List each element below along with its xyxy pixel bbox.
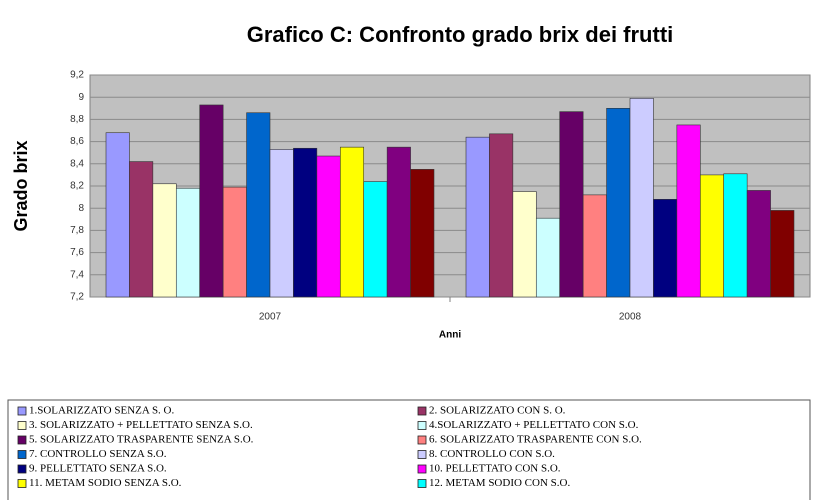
bar bbox=[512, 191, 537, 298]
legend-label: 3. SOLARIZZATO + PELLETTATO SENZA S.O. bbox=[29, 419, 253, 431]
legend-box bbox=[7, 399, 811, 500]
legend-label: 7. CONTROLLO SENZA S.O. bbox=[29, 448, 167, 460]
bar bbox=[746, 190, 771, 298]
bar bbox=[293, 147, 318, 298]
y-tick-label: 8 bbox=[78, 203, 84, 214]
legend-swatch bbox=[417, 464, 427, 474]
x-axis-label: Anni bbox=[439, 330, 461, 341]
y-tick-label: 7,8 bbox=[70, 225, 84, 236]
y-tick-label: 8,8 bbox=[70, 114, 84, 125]
legend-swatch bbox=[17, 406, 27, 416]
bar bbox=[410, 169, 435, 298]
y-tick-label: 9 bbox=[78, 92, 84, 103]
legend-swatch bbox=[417, 479, 427, 488]
legend-swatch bbox=[17, 479, 27, 488]
bar bbox=[770, 210, 795, 298]
legend-label: 12. METAM SODIO CON S.O. bbox=[429, 477, 570, 489]
bar bbox=[723, 173, 748, 298]
bar bbox=[653, 199, 678, 298]
bar bbox=[676, 124, 701, 298]
bar bbox=[535, 217, 561, 298]
y-axis-label: Grado brix bbox=[11, 140, 31, 231]
bar bbox=[629, 98, 654, 298]
bar bbox=[489, 133, 514, 298]
bar bbox=[316, 155, 341, 298]
bar bbox=[465, 136, 490, 298]
chart-title: Grafico C: Confronto grado brix dei frut… bbox=[247, 22, 674, 47]
bar bbox=[152, 183, 177, 298]
legend-swatch bbox=[17, 464, 27, 474]
legend-label: 2. SOLARIZZATO CON S. O. bbox=[429, 405, 566, 417]
y-tick-label: 7,4 bbox=[70, 269, 84, 280]
legend-label: 4.SOLARIZZATO + PELLETTATO CON S.O. bbox=[429, 419, 639, 431]
y-tick-label: 7,2 bbox=[70, 292, 84, 303]
legend-swatch bbox=[417, 421, 427, 430]
legend-swatch bbox=[417, 435, 427, 445]
legend-swatch bbox=[17, 435, 27, 445]
x-tick-label: 2007 bbox=[259, 312, 282, 323]
legend-label: 8. CONTROLLO CON S.O. bbox=[429, 448, 555, 460]
y-tick-label: 8,2 bbox=[70, 181, 84, 192]
legend-label: 10. PELLETTATO CON S.O. bbox=[429, 463, 561, 475]
legend-swatch bbox=[417, 406, 427, 416]
y-tick-label: 9,2 bbox=[70, 70, 84, 81]
legend-label: 6. SOLARIZZATO TRASPARENTE CON S.O. bbox=[429, 434, 642, 446]
bar bbox=[699, 174, 725, 298]
bar bbox=[175, 187, 201, 298]
legend-swatch bbox=[17, 421, 27, 430]
y-tick-label: 8,6 bbox=[70, 136, 84, 147]
legend-label: 9. PELLETTATO SENZA S.O. bbox=[29, 463, 167, 475]
y-tick-label: 8,4 bbox=[70, 158, 84, 169]
bar bbox=[129, 161, 154, 298]
bar bbox=[386, 146, 411, 298]
legend-swatch bbox=[417, 450, 427, 459]
bar bbox=[339, 146, 365, 298]
bar bbox=[222, 186, 247, 298]
bar bbox=[199, 104, 224, 298]
bar bbox=[269, 149, 294, 298]
bar bbox=[606, 108, 631, 298]
bar bbox=[363, 181, 388, 298]
legend-swatch bbox=[17, 450, 27, 459]
y-tick-label: 7,6 bbox=[70, 247, 84, 258]
legend-label: 11. METAM SODIO SENZA S.O. bbox=[29, 477, 182, 489]
legend-label: 5. SOLARIZZATO TRASPARENTE SENZA S.O. bbox=[29, 434, 254, 446]
bar bbox=[582, 194, 607, 298]
legend-label: 1.SOLARIZZATO SENZA S. O. bbox=[29, 405, 175, 417]
x-tick-label: 2008 bbox=[619, 312, 642, 323]
bar bbox=[246, 112, 271, 298]
bar bbox=[559, 111, 584, 298]
bar bbox=[105, 132, 130, 298]
